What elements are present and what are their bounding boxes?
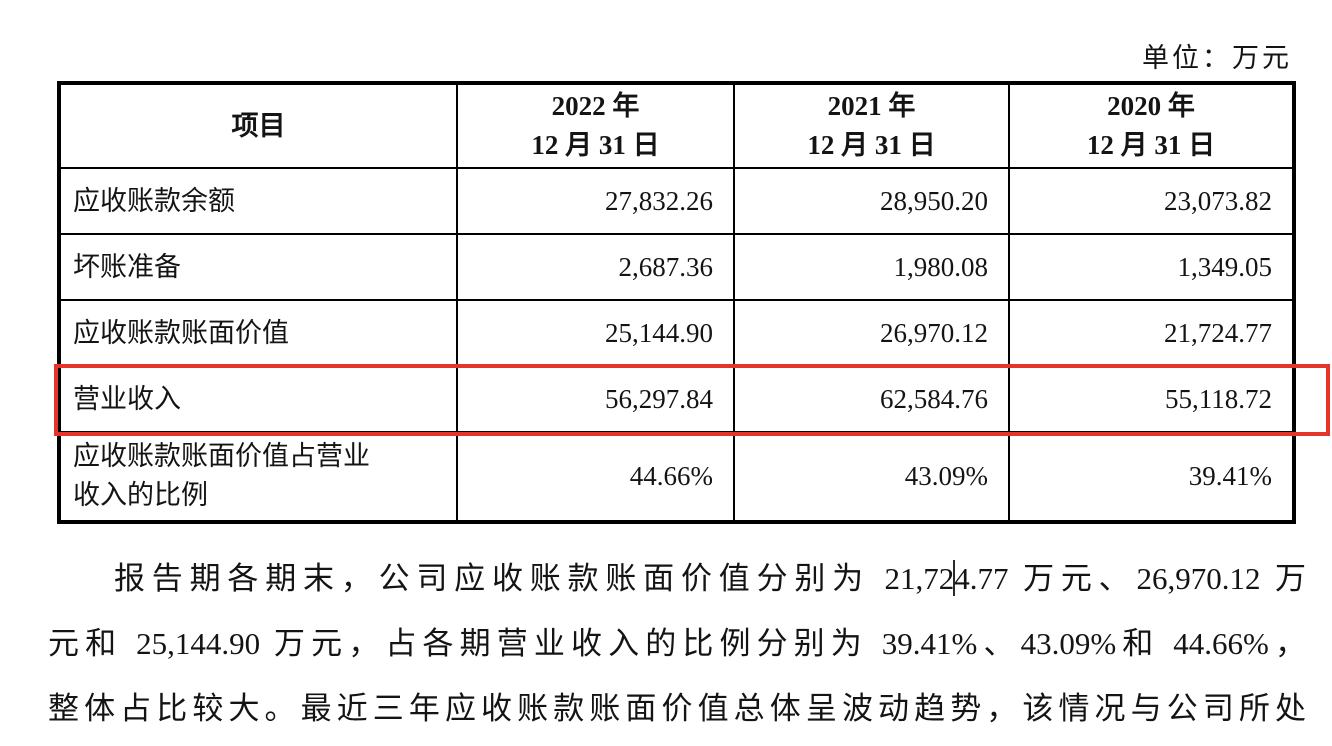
table-row-receivable-book-value: 应收账款账面价值 25,144.90 26,970.12 21,724.77 <box>58 299 1295 368</box>
header-2022: 2022 年 12 月 31 日 <box>456 81 735 170</box>
table-header-row: 项目 2022 年 12 月 31 日 2021 年 12 月 31 日 202… <box>58 81 1295 170</box>
header-2021: 2021 年 12 月 31 日 <box>733 81 1010 170</box>
paragraph-line-1-before-cursor: 报告期各期末，公司应收账款账面价值分别为 21,72 <box>114 561 955 596</box>
header-2020: 2020 年 12 月 31 日 <box>1008 81 1295 170</box>
value-2020: 39.41% <box>1008 431 1295 523</box>
value-2022: 27,832.26 <box>456 167 735 236</box>
row-label: 营业收入 <box>58 365 458 434</box>
table-row-operating-revenue: 营业收入 56,297.84 62,584.76 55,118.72 <box>58 365 1295 434</box>
header-item-column: 项目 <box>58 81 458 170</box>
value-2022: 2,687.36 <box>456 233 735 302</box>
value-2021: 62,584.76 <box>733 365 1010 434</box>
paragraph-line-3: 整体占比较大。最近三年应收账款账面价值总体呈波动趋势，该情况与公司所处 <box>48 691 1306 726</box>
paragraph-line-2: 元和 25,144.90 万元，占各期营业收入的比例分别为 39.41%、43.… <box>48 626 1306 661</box>
value-2021: 43.09% <box>733 431 1010 523</box>
table-row-bad-debt-provision: 坏账准备 2,687.36 1,980.08 1,349.05 <box>58 233 1295 302</box>
row-label: 应收账款账面价值占营业 收入的比例 <box>58 431 458 523</box>
value-2020: 23,073.82 <box>1008 167 1295 236</box>
body-paragraph: 报告期各期末，公司应收账款账面价值分别为 21,724.77 万元、26,970… <box>48 546 1306 741</box>
value-2022: 44.66% <box>456 431 735 523</box>
value-2022: 56,297.84 <box>456 365 735 434</box>
paragraph-line-1: 报告期各期末，公司应收账款账面价值分别为 21,724.77 万元、26,970… <box>48 546 1306 611</box>
row-label: 应收账款余额 <box>58 167 458 236</box>
paragraph-line-1-after-cursor: 4.77 万元、26,970.12 万 <box>954 561 1306 596</box>
financial-table-container: 项目 2022 年 12 月 31 日 2021 年 12 月 31 日 202… <box>54 81 1330 524</box>
financial-table: 项目 2022 年 12 月 31 日 2021 年 12 月 31 日 202… <box>57 81 1296 524</box>
value-2020: 55,118.72 <box>1008 365 1295 434</box>
row-label: 应收账款账面价值 <box>58 299 458 368</box>
value-2022: 25,144.90 <box>456 299 735 368</box>
table-row-receivable-balance: 应收账款余额 27,832.26 28,950.20 23,073.82 <box>58 167 1295 236</box>
row-label: 坏账准备 <box>58 233 458 302</box>
value-2020: 21,724.77 <box>1008 299 1295 368</box>
value-2020: 1,349.05 <box>1008 233 1295 302</box>
table-row-book-value-to-revenue-ratio: 应收账款账面价值占营业 收入的比例 44.66% 43.09% 39.41% <box>58 431 1295 523</box>
text-cursor <box>953 560 956 596</box>
value-2021: 1,980.08 <box>733 233 1010 302</box>
unit-label: 单位：万元 <box>1142 43 1292 73</box>
value-2021: 26,970.12 <box>733 299 1010 368</box>
value-2021: 28,950.20 <box>733 167 1010 236</box>
